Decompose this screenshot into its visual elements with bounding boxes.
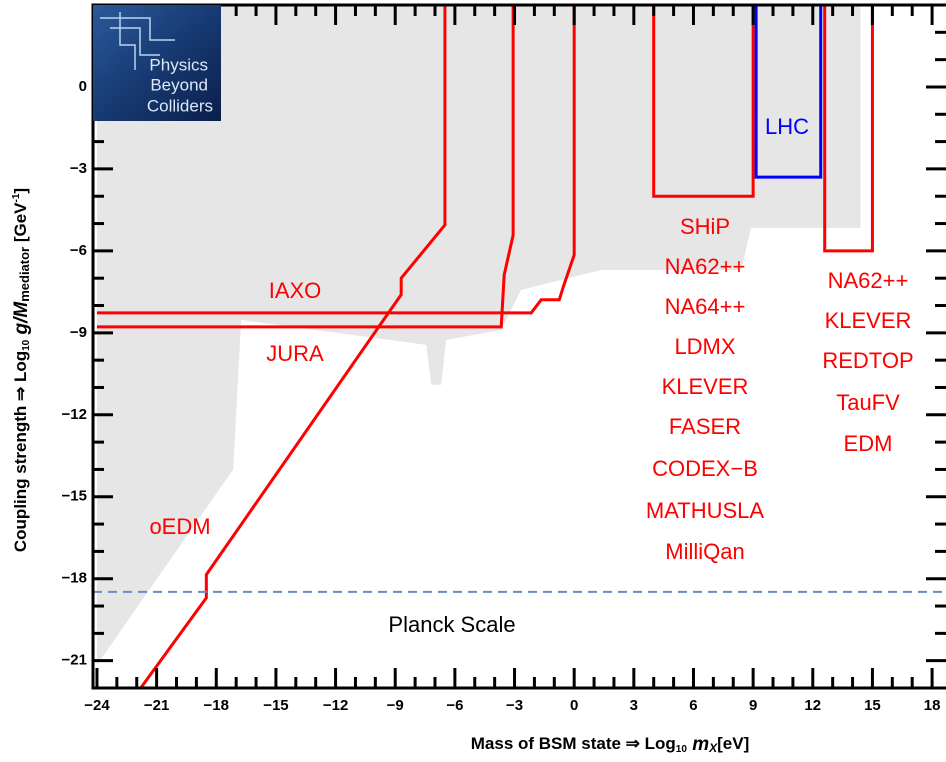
x-tick-label: −21	[144, 697, 169, 714]
y-tick-label: −21	[62, 652, 87, 669]
annotation: REDTOP	[822, 348, 913, 373]
annotation: FASER	[669, 414, 741, 439]
y-axis-label: Coupling strength ⇒ Log10 g/Mmediator [G…	[11, 188, 33, 552]
annotation: LDMX	[674, 334, 735, 359]
curve	[139, 5, 447, 689]
y-tick-label: −6	[70, 242, 87, 259]
y-tick-label: −3	[70, 160, 87, 177]
annotation: JURA	[266, 341, 324, 366]
annotation: NA62++	[665, 254, 746, 279]
annotation: MATHUSLA	[646, 498, 764, 523]
x-tick-label: −18	[204, 697, 229, 714]
x-tick-label: −9	[387, 697, 404, 714]
y-tick-label: −12	[62, 406, 87, 423]
excluded-region	[96, 5, 861, 665]
annotation: MilliQan	[665, 539, 744, 564]
x-tick-label: 15	[864, 697, 881, 714]
x-tick-label: −15	[263, 697, 288, 714]
frame	[91, 3, 946, 690]
annotation: KLEVER	[825, 308, 912, 333]
curve	[823, 5, 874, 253]
curve	[96, 5, 515, 329]
x-tick-label: −24	[84, 697, 110, 714]
annotation: IAXO	[269, 278, 322, 303]
annotation: CODEX−B	[652, 456, 758, 481]
x-tick-label: −3	[506, 697, 523, 714]
curve	[754, 5, 823, 179]
logo: Physics Beyond Colliders	[93, 5, 221, 121]
x-tick-label: 6	[689, 697, 697, 714]
annotation: EDM	[844, 431, 893, 456]
logo-lines	[100, 12, 175, 70]
x-tick-label: −6	[446, 697, 463, 714]
y-tick-label: −9	[70, 324, 87, 341]
y-tick-label: −15	[62, 488, 87, 505]
x-axis-label: Mass of BSM state ⇒ Log10 mX[eV]	[471, 734, 750, 755]
annotation: LHC	[765, 114, 809, 139]
annotation: NA62++	[828, 268, 909, 293]
logo-background	[93, 5, 221, 121]
annotation: Planck Scale	[388, 612, 515, 637]
y-tick-label: −18	[62, 570, 87, 587]
x-tick-label: 18	[924, 697, 941, 714]
x-tick-label: 9	[749, 697, 757, 714]
annotation: TauFV	[836, 390, 900, 415]
x-tick-label: 0	[570, 697, 578, 714]
logo-text: Colliders	[147, 96, 213, 115]
annotation: KLEVER	[662, 374, 749, 399]
logo-text: Physics	[149, 55, 208, 74]
annotation: SHiP	[680, 214, 730, 239]
curve	[96, 5, 576, 315]
annotation: oEDM	[149, 514, 210, 539]
x-tick-label: 3	[630, 697, 638, 714]
curve	[652, 5, 755, 198]
y-tick-label: 0	[79, 78, 87, 95]
logo-text: Beyond	[150, 75, 208, 94]
x-tick-label: −12	[323, 697, 348, 714]
plot-area: IAXO JURA oEDM SHiP NA62++ NA64++ LDMX KLEVER FA…	[62, 3, 946, 714]
annotation: NA64++	[665, 294, 746, 319]
x-tick-label: 12	[804, 697, 821, 714]
